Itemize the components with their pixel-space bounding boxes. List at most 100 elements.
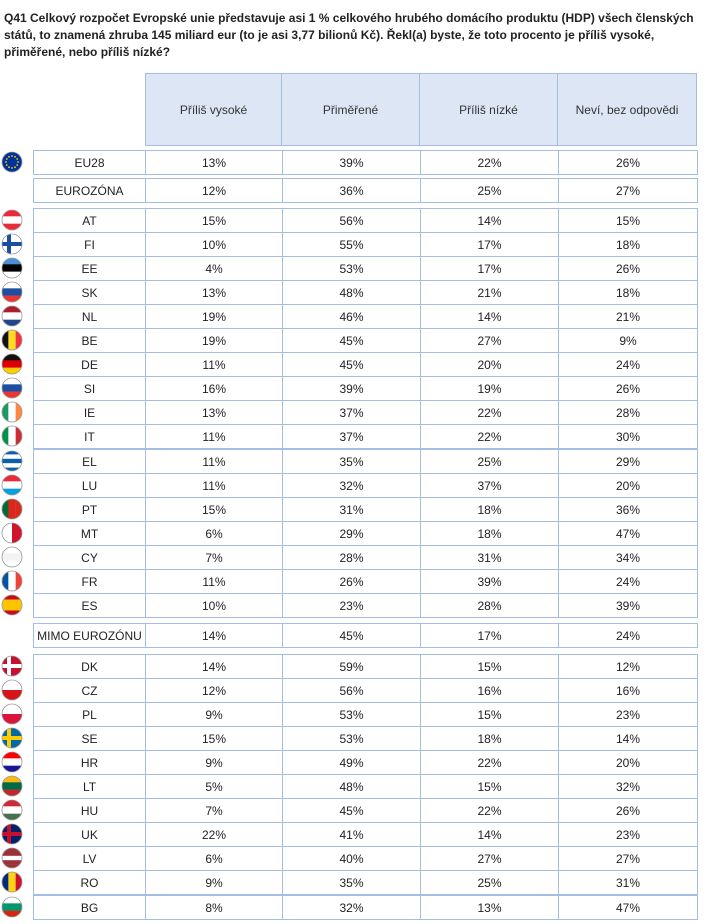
value-cell: 11% (145, 473, 283, 498)
value-cell: 56% (282, 208, 421, 233)
row-label: MIMO EUROZÓNU (33, 623, 146, 648)
value-cell: 10% (145, 232, 283, 257)
value-cell: 56% (282, 678, 421, 703)
value-cell: 37% (420, 473, 559, 498)
row-label: ES (33, 593, 146, 618)
flag (1, 305, 23, 327)
flag (1, 546, 23, 568)
value-cell: 14% (420, 208, 559, 233)
value-cell: 24% (558, 569, 698, 594)
flag (1, 570, 23, 592)
value-cell: 12% (145, 678, 283, 703)
value-cell: 12% (558, 654, 698, 679)
value-cell: 9% (145, 750, 283, 775)
flag (1, 655, 23, 677)
flag (1, 847, 23, 869)
value-cell: 30% (558, 424, 698, 449)
flag (1, 823, 23, 845)
row-label: AT (33, 208, 146, 233)
row-label: IE (33, 400, 146, 425)
row-label: IT (33, 424, 146, 449)
row-label: CZ (33, 678, 146, 703)
value-cell: 28% (558, 400, 698, 425)
flag (1, 401, 23, 423)
flag (1, 799, 23, 821)
value-cell: 14% (420, 822, 559, 847)
flag (1, 775, 23, 797)
row-label: EUROZÓNA (33, 178, 146, 203)
value-cell: 7% (145, 545, 283, 570)
flag (1, 474, 23, 496)
value-cell: 29% (558, 449, 698, 474)
value-cell: 29% (282, 521, 421, 546)
value-cell: 6% (145, 521, 283, 546)
value-cell: 23% (558, 702, 698, 727)
value-cell: 18% (558, 280, 698, 305)
value-cell: 13% (420, 895, 559, 920)
row-label: HR (33, 750, 146, 775)
value-cell: 17% (420, 623, 559, 648)
value-cell: 45% (282, 352, 421, 377)
flag (1, 522, 23, 544)
flag (1, 257, 23, 279)
value-cell: 53% (282, 726, 421, 751)
value-cell: 59% (282, 654, 421, 679)
value-cell: 22% (420, 750, 559, 775)
value-cell: 16% (420, 678, 559, 703)
value-cell: 39% (282, 150, 421, 175)
column-header: Neví, bez odpovědi (557, 73, 697, 146)
row-label: FR (33, 569, 146, 594)
value-cell: 23% (282, 593, 421, 618)
value-cell: 26% (558, 256, 698, 281)
row-label: NL (33, 304, 146, 329)
value-cell: 45% (282, 623, 421, 648)
row-label: LU (33, 473, 146, 498)
value-cell: 45% (282, 798, 421, 823)
value-cell: 14% (145, 623, 283, 648)
flag (1, 450, 23, 472)
row-label: DE (33, 352, 146, 377)
value-cell: 23% (558, 822, 698, 847)
flag (1, 151, 23, 173)
value-cell: 39% (558, 593, 698, 618)
row-label: EU28 (33, 150, 146, 175)
value-cell: 15% (558, 208, 698, 233)
flag (1, 896, 23, 918)
value-cell: 25% (420, 449, 559, 474)
column-header: Příliš nízké (419, 73, 558, 146)
row-label: BG (33, 895, 146, 920)
value-cell: 35% (282, 449, 421, 474)
flag (1, 594, 23, 616)
value-cell: 53% (282, 256, 421, 281)
value-cell: 15% (145, 497, 283, 522)
value-cell: 21% (558, 304, 698, 329)
value-cell: 13% (145, 280, 283, 305)
value-cell: 20% (558, 473, 698, 498)
flag (1, 329, 23, 351)
value-cell: 22% (420, 798, 559, 823)
value-cell: 36% (282, 178, 421, 203)
value-cell: 8% (145, 895, 283, 920)
value-cell: 15% (420, 774, 559, 799)
value-cell: 19% (145, 328, 283, 353)
value-cell: 18% (420, 497, 559, 522)
value-cell: 55% (282, 232, 421, 257)
value-cell: 25% (420, 870, 559, 895)
column-header: Přiměřené (281, 73, 420, 146)
flag (1, 498, 23, 520)
flag (1, 751, 23, 773)
flag (1, 209, 23, 231)
value-cell: 13% (145, 150, 283, 175)
value-cell: 27% (420, 846, 559, 871)
value-cell: 49% (282, 750, 421, 775)
value-cell: 7% (145, 798, 283, 823)
value-cell: 39% (282, 376, 421, 401)
row-label: PT (33, 497, 146, 522)
value-cell: 20% (420, 352, 559, 377)
value-cell: 32% (282, 473, 421, 498)
value-cell: 27% (558, 178, 698, 203)
value-cell: 28% (420, 593, 559, 618)
value-cell: 31% (558, 870, 698, 895)
flag (1, 377, 23, 399)
